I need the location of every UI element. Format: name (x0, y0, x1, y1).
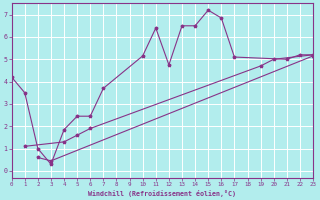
X-axis label: Windchill (Refroidissement éolien,°C): Windchill (Refroidissement éolien,°C) (88, 190, 236, 197)
